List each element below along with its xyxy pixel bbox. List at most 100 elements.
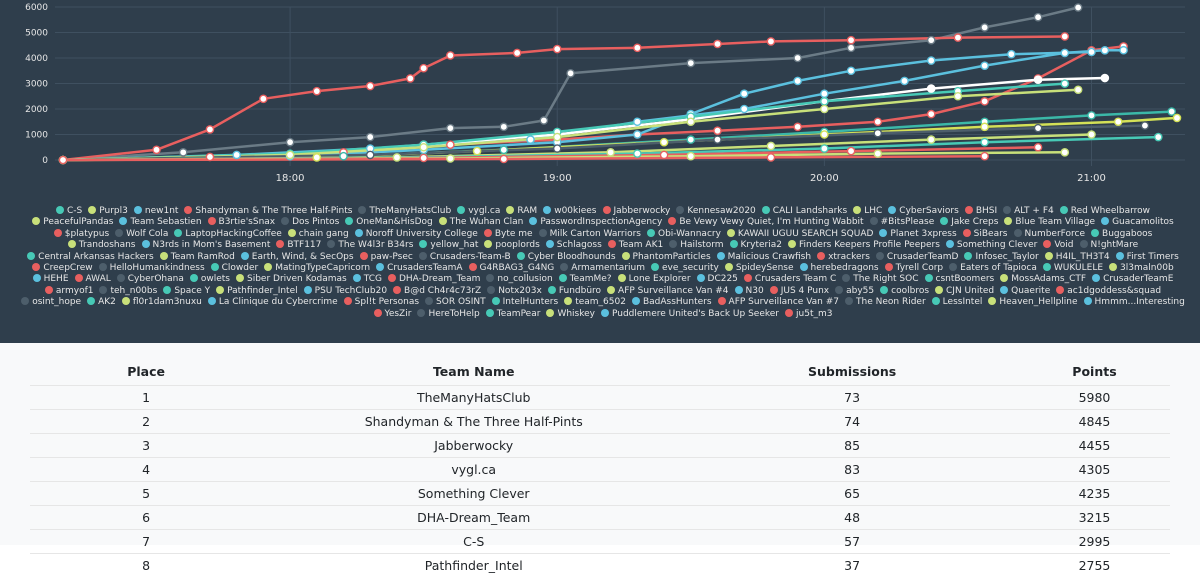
legend-item[interactable]: Guacamolitos (1101, 217, 1174, 228)
legend-item[interactable]: Earth, Wind, & SecOps (241, 252, 354, 263)
legend-item[interactable]: teh_n00bs (99, 286, 157, 297)
legend-item[interactable]: LaptopHackingCoffee (174, 229, 281, 240)
legend-item[interactable]: Puddlemere United's Back Up Seeker (601, 309, 779, 320)
legend-item[interactable]: Kennesaw2020 (676, 206, 755, 217)
legend-item[interactable]: Noroff University College (355, 229, 478, 240)
legend-item[interactable]: PSU TechClub20 (304, 286, 387, 297)
legend-item[interactable]: RAM (506, 206, 537, 217)
legend-item[interactable]: La Clinique du Cybercrime (208, 297, 338, 308)
legend-item[interactable]: Clowder (211, 263, 259, 274)
legend-item[interactable]: team_6502 (564, 297, 626, 308)
legend-item[interactable]: Byte me (484, 229, 533, 240)
legend-item[interactable]: CreepCrew (32, 263, 92, 274)
legend-item[interactable]: Lone Explorer (618, 274, 691, 285)
legend-item[interactable]: osint_hope (21, 297, 81, 308)
legend-item[interactable]: Obi-Wannacry (647, 229, 721, 240)
legend-item[interactable]: armyof1 (45, 286, 94, 297)
legend-item[interactable]: Malicious Crawfish (717, 252, 811, 263)
legend-item[interactable]: AK2 (87, 297, 116, 308)
legend-item[interactable]: owlets (190, 274, 230, 285)
legend-item[interactable]: BadAssHunters (632, 297, 712, 308)
legend-item[interactable]: Kryteria2 (730, 240, 782, 251)
legend-item[interactable]: CyberSaviors (888, 206, 959, 217)
legend-item[interactable]: Crusaders Team C (744, 274, 836, 285)
legend-item[interactable]: Purpl3 (88, 206, 128, 217)
legend-item[interactable]: MatingTypeCapricorn (264, 263, 370, 274)
legend-item[interactable]: fl0r1dam3nuxu (122, 297, 202, 308)
legend-item[interactable]: AFP Surveillance Van #7 (718, 297, 839, 308)
legend-item[interactable]: Notx203x (487, 286, 542, 297)
legend-item[interactable]: Siber Driven Kodamas (236, 274, 347, 285)
legend-item[interactable]: SiBears (963, 229, 1008, 240)
legend-item[interactable]: Schlagoss (546, 240, 602, 251)
legend-item[interactable]: Dos Pintos (281, 217, 339, 228)
legend-item[interactable]: Red Wheelbarrow (1060, 206, 1150, 217)
legend-item[interactable]: LessIntel (932, 297, 983, 308)
legend-item[interactable]: Milk Carton Warriors (539, 229, 641, 240)
legend-item[interactable]: Trandoshans (68, 240, 136, 251)
legend-item[interactable]: HereToHelp (417, 309, 479, 320)
legend-item[interactable]: csntBoomers (925, 274, 995, 285)
legend-item[interactable]: The Neon Rider (845, 297, 926, 308)
legend-item[interactable]: B3rtie'sSnax (208, 217, 276, 228)
legend-item[interactable]: Fundbüro (548, 286, 601, 297)
legend-item[interactable]: B@d Ch4r4c73rZ (393, 286, 481, 297)
legend-item[interactable]: #BitsPlease (870, 217, 935, 228)
legend-item[interactable]: Team RamRod (160, 252, 235, 263)
legend-item[interactable]: Buggaboos (1091, 229, 1152, 240)
legend-item[interactable]: TCG (353, 274, 382, 285)
legend-item[interactable]: Wolf Cola (115, 229, 168, 240)
legend-item[interactable]: LHC (853, 206, 882, 217)
legend-item[interactable]: Armamentarium (560, 263, 645, 274)
legend-item[interactable]: Whiskey (546, 309, 595, 320)
legend-item[interactable]: G4RBAG3_G4NG (469, 263, 555, 274)
legend-item[interactable]: aby55 (835, 286, 874, 297)
legend-item[interactable]: Hailstorm (669, 240, 723, 251)
legend-item[interactable]: CALI Landsharks (762, 206, 847, 217)
legend-item[interactable]: N3rds in Mom's Basement (142, 240, 271, 251)
legend-item[interactable]: Eaters of Tapioca (949, 263, 1037, 274)
legend-item[interactable]: vygl.ca (457, 206, 500, 217)
legend-item[interactable]: $platypus (54, 229, 109, 240)
legend-item[interactable]: xtrackers (817, 252, 870, 263)
legend-item[interactable]: Space Y (163, 286, 210, 297)
legend-item[interactable]: TeamPear (486, 309, 541, 320)
legend-item[interactable]: Cyber Bloodhounds (517, 252, 616, 263)
legend-item[interactable]: H4IL_TH3T4 (1045, 252, 1110, 263)
legend-item[interactable]: 3l3maln00b (1109, 263, 1174, 274)
legend-item[interactable]: CrusadersTeamA (376, 263, 462, 274)
legend-item[interactable]: TheManyHatsClub (358, 206, 451, 217)
legend-item[interactable]: The W4l3r B34rs (327, 240, 413, 251)
legend-item[interactable]: Finders Keepers Profile Peepers (788, 240, 940, 251)
legend-item[interactable]: Team AK1 (608, 240, 663, 251)
legend-item[interactable]: Blue Team Village (1004, 217, 1095, 228)
legend-item[interactable]: YesZir (374, 309, 412, 320)
legend-item[interactable]: CyberOhana (117, 274, 184, 285)
legend-item[interactable]: BHSI (965, 206, 997, 217)
legend-item[interactable]: no_collusion (486, 274, 552, 285)
legend-item[interactable]: TeamMe? (559, 274, 612, 285)
legend-item[interactable]: Shandyman & The Three Half-Pints (184, 206, 352, 217)
legend-item[interactable]: Spl!t Personas (344, 297, 419, 308)
legend-item[interactable]: Be Vewy Vewy Quiet, I'm Hunting Wabbit (668, 217, 863, 228)
legend-item[interactable]: Void (1043, 240, 1073, 251)
legend-item[interactable]: Hmmm...Interesting (1084, 297, 1185, 308)
legend-item[interactable]: AWAL (75, 274, 111, 285)
legend-item[interactable]: WUKULELE (1043, 263, 1103, 274)
legend-item[interactable]: Jabberwocky (603, 206, 671, 217)
legend-item[interactable]: BTF117 (276, 240, 321, 251)
legend-item[interactable]: CrusaderTeamD (876, 252, 959, 263)
legend-item[interactable]: HelloHumankindness (99, 263, 205, 274)
legend-item[interactable]: Planet 3xpress (879, 229, 956, 240)
legend-item[interactable]: Pathfinder_Intel (216, 286, 298, 297)
legend-item[interactable]: First Timers (1116, 252, 1179, 263)
legend-item[interactable]: HEHE (33, 274, 69, 285)
legend-item[interactable]: yellow_hat (419, 240, 478, 251)
legend-item[interactable]: chain gang (288, 229, 349, 240)
legend-item[interactable]: PasswordInspectionAgency (529, 217, 662, 228)
legend-item[interactable]: CJN United (935, 286, 994, 297)
legend-item[interactable]: DHA-Dream_Team (388, 274, 480, 285)
legend-item[interactable]: Team Sebastien (119, 217, 201, 228)
legend-item[interactable]: Heaven_Hellpline (988, 297, 1077, 308)
legend-item[interactable]: pooplords (484, 240, 539, 251)
